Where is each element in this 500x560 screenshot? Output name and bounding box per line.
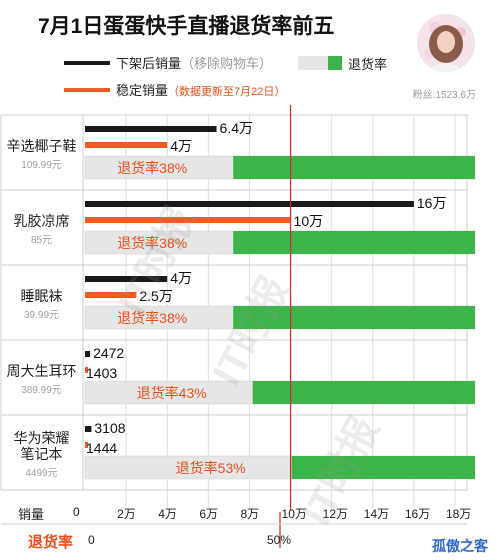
- rate-bar-2: [233, 306, 475, 329]
- rate-label-0: 退货率38%: [117, 160, 188, 176]
- category-label-line: 乳胶凉席: [13, 213, 70, 229]
- label-removed-1: 16万: [416, 195, 447, 211]
- category-label-line: 笔记本: [20, 446, 63, 462]
- label-removed-3: 2472: [93, 345, 125, 361]
- avatar: [417, 14, 475, 72]
- category-label-1: 乳胶凉席: [0, 213, 83, 229]
- rate-bar-3: [252, 381, 475, 404]
- label-removed-0: 6.4万: [219, 120, 254, 136]
- bar-stable-4: [85, 442, 88, 448]
- legend-stable-label: 稳定销量: [116, 83, 169, 98]
- category-label-4: 华为荣耀 笔记本: [0, 430, 83, 462]
- x-tick-6: 12万: [322, 507, 349, 521]
- rate-label-2: 退货率38%: [117, 310, 188, 326]
- rate-bar-0: [233, 156, 475, 179]
- rate-axis-title: 退货率: [28, 534, 74, 551]
- label-stable-3: 1403: [86, 365, 118, 381]
- bar-stable-2: [85, 292, 137, 298]
- bar-removed-3: [85, 351, 91, 357]
- rate-bar-4: [291, 456, 475, 479]
- category-label-0: 辛选椰子鞋: [0, 138, 83, 154]
- label-stable-1: 10万: [293, 213, 324, 229]
- rate-label-4: 退货率53%: [175, 460, 246, 476]
- category-price-0: 109.99元: [21, 160, 62, 171]
- x-tick-1: 2万: [117, 507, 136, 521]
- x-tick-2: 4万: [158, 507, 177, 521]
- x-tick-9: 18万: [446, 507, 472, 521]
- category-price-2: 39.99元: [23, 310, 60, 321]
- category-label-line: 华为荣耀: [13, 430, 70, 446]
- x-tick-4: 8万: [240, 507, 260, 521]
- legend-removed-label: 下架后销量: [116, 56, 182, 71]
- category-price-3: 389.99元: [21, 385, 62, 396]
- category-label-line: 辛选椰子鞋: [6, 138, 77, 154]
- x-tick-0: 0: [73, 505, 80, 519]
- category-label-2: 睡眠袜: [0, 288, 83, 304]
- rate-bar-1: [233, 231, 475, 254]
- category-price-1: 85元: [30, 235, 53, 246]
- rate-tick-0: 0: [88, 533, 95, 547]
- bar-removed-1: [85, 201, 414, 207]
- label-stable-2: 2.5万: [139, 288, 173, 304]
- legend-stable-swatch: [64, 88, 110, 92]
- label-stable-4: 1444: [86, 440, 118, 456]
- legend-removed-swatch: [64, 61, 110, 65]
- category-label-line: 睡眠袜: [20, 288, 63, 304]
- label-stable-0: 4万: [170, 138, 193, 154]
- legend-removed: 下架后销量（移除购物车）: [116, 53, 272, 72]
- bar-removed-2: [85, 276, 168, 282]
- x-tick-7: 14万: [363, 507, 390, 521]
- footer-brand: 孤傲之客: [432, 538, 488, 554]
- bar-stable-1: [85, 217, 291, 223]
- rate-tick-1: 50%: [267, 533, 292, 547]
- legend-stable: 稳定销量（数据更新至7月22日）: [116, 80, 285, 99]
- label-removed-2: 4万: [170, 270, 193, 286]
- legend-removed-note: （移除购物车）: [181, 56, 273, 71]
- x-tick-8: 16万: [404, 507, 431, 521]
- rate-label-3: 退货率43%: [136, 385, 207, 401]
- legend-rate-swatch-bg: [298, 56, 328, 70]
- category-label-3: 周大生耳环: [0, 363, 83, 379]
- legend-rate-swatch: [328, 56, 342, 70]
- category-label-line: 周大生耳环: [6, 363, 77, 379]
- rate-label-1: 退货率38%: [117, 235, 188, 251]
- bar-stable-0: [85, 142, 168, 148]
- label-removed-4: 3108: [94, 420, 126, 436]
- bar-removed-0: [85, 126, 217, 132]
- legend-stable-note: （数据更新至7月22日）: [168, 86, 286, 98]
- bar-stable-3: [85, 367, 88, 373]
- fans-count: 粉丝:1523.6万: [412, 90, 476, 101]
- x-axis-title: 销量: [18, 507, 45, 522]
- x-tick-3: 6万: [199, 507, 219, 521]
- bar-removed-4: [85, 426, 92, 432]
- legend-rate-label: 退货率: [348, 57, 388, 72]
- x-tick-5: 10万: [281, 507, 307, 521]
- category-price-4: 4499元: [25, 468, 58, 479]
- chart-title: 7月1日蛋蛋快手直播退货率前五: [38, 15, 335, 38]
